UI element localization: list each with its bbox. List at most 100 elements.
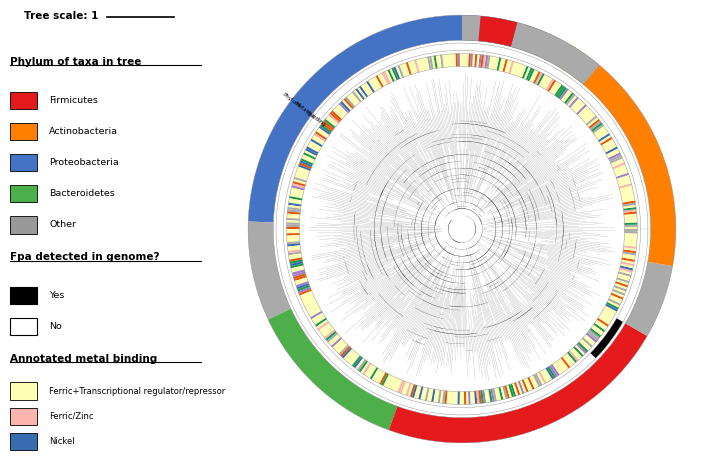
- Wedge shape: [618, 272, 631, 277]
- Wedge shape: [291, 266, 304, 271]
- Wedge shape: [623, 205, 636, 209]
- Wedge shape: [287, 223, 300, 225]
- Wedge shape: [561, 357, 570, 368]
- Wedge shape: [303, 298, 316, 305]
- Wedge shape: [451, 391, 454, 404]
- Wedge shape: [562, 355, 572, 367]
- Wedge shape: [595, 128, 606, 137]
- Wedge shape: [288, 209, 301, 213]
- Wedge shape: [589, 329, 600, 339]
- Wedge shape: [291, 187, 304, 192]
- Wedge shape: [580, 109, 591, 119]
- Wedge shape: [344, 349, 354, 360]
- Wedge shape: [480, 390, 484, 403]
- Wedge shape: [535, 373, 543, 386]
- Wedge shape: [389, 377, 396, 390]
- Wedge shape: [385, 70, 393, 83]
- Wedge shape: [574, 345, 585, 355]
- Wedge shape: [576, 104, 587, 115]
- Wedge shape: [340, 346, 351, 357]
- Wedge shape: [459, 54, 462, 66]
- Wedge shape: [385, 375, 393, 388]
- Wedge shape: [362, 363, 372, 375]
- Wedge shape: [570, 98, 580, 109]
- Wedge shape: [307, 144, 319, 153]
- Wedge shape: [478, 391, 482, 403]
- Wedge shape: [617, 177, 630, 183]
- Text: Yes: Yes: [49, 291, 65, 300]
- Wedge shape: [495, 57, 499, 70]
- Wedge shape: [289, 256, 302, 260]
- Wedge shape: [327, 333, 338, 343]
- Wedge shape: [614, 166, 627, 173]
- Wedge shape: [296, 281, 308, 287]
- Wedge shape: [552, 83, 562, 95]
- Wedge shape: [321, 122, 333, 132]
- Wedge shape: [393, 67, 400, 79]
- Wedge shape: [368, 80, 377, 92]
- Wedge shape: [624, 220, 637, 223]
- Wedge shape: [347, 95, 357, 106]
- Wedge shape: [446, 54, 449, 67]
- Wedge shape: [418, 59, 423, 71]
- Wedge shape: [344, 98, 354, 109]
- Wedge shape: [620, 192, 634, 196]
- Wedge shape: [566, 94, 575, 105]
- Wedge shape: [622, 198, 635, 202]
- Wedge shape: [506, 60, 512, 73]
- Wedge shape: [533, 71, 541, 84]
- Wedge shape: [287, 243, 301, 246]
- Wedge shape: [549, 365, 558, 377]
- Wedge shape: [406, 383, 412, 396]
- Wedge shape: [597, 318, 609, 327]
- Wedge shape: [339, 103, 349, 113]
- Wedge shape: [295, 173, 308, 179]
- Wedge shape: [510, 22, 569, 65]
- Wedge shape: [457, 54, 460, 66]
- Wedge shape: [620, 262, 634, 266]
- Wedge shape: [324, 119, 335, 129]
- Wedge shape: [544, 368, 552, 381]
- Wedge shape: [609, 154, 622, 162]
- Wedge shape: [362, 83, 372, 95]
- Wedge shape: [582, 110, 592, 121]
- Wedge shape: [623, 207, 636, 211]
- Wedge shape: [320, 325, 331, 334]
- Wedge shape: [442, 391, 446, 403]
- Wedge shape: [593, 126, 605, 135]
- Wedge shape: [446, 391, 449, 404]
- Wedge shape: [361, 362, 370, 373]
- Wedge shape: [488, 56, 493, 69]
- Wedge shape: [366, 81, 375, 93]
- Wedge shape: [350, 93, 360, 104]
- Wedge shape: [377, 74, 385, 87]
- Wedge shape: [608, 153, 620, 160]
- Wedge shape: [475, 391, 477, 404]
- Wedge shape: [618, 273, 631, 279]
- Wedge shape: [287, 213, 300, 217]
- Wedge shape: [354, 90, 363, 101]
- Wedge shape: [345, 350, 355, 361]
- Wedge shape: [375, 75, 384, 87]
- Wedge shape: [294, 177, 307, 183]
- Wedge shape: [359, 360, 368, 372]
- Wedge shape: [624, 239, 637, 242]
- Wedge shape: [416, 386, 421, 399]
- Wedge shape: [293, 273, 306, 279]
- Wedge shape: [577, 106, 588, 116]
- Wedge shape: [556, 86, 565, 98]
- Wedge shape: [557, 360, 567, 371]
- Wedge shape: [500, 387, 505, 399]
- Wedge shape: [615, 171, 628, 177]
- Wedge shape: [410, 61, 416, 74]
- Wedge shape: [620, 267, 633, 273]
- Wedge shape: [601, 139, 613, 147]
- Wedge shape: [290, 260, 303, 264]
- Wedge shape: [288, 249, 301, 253]
- Wedge shape: [355, 88, 365, 100]
- Wedge shape: [321, 326, 333, 336]
- Wedge shape: [619, 183, 632, 189]
- Wedge shape: [605, 147, 618, 154]
- Wedge shape: [540, 371, 549, 383]
- Wedge shape: [425, 57, 429, 70]
